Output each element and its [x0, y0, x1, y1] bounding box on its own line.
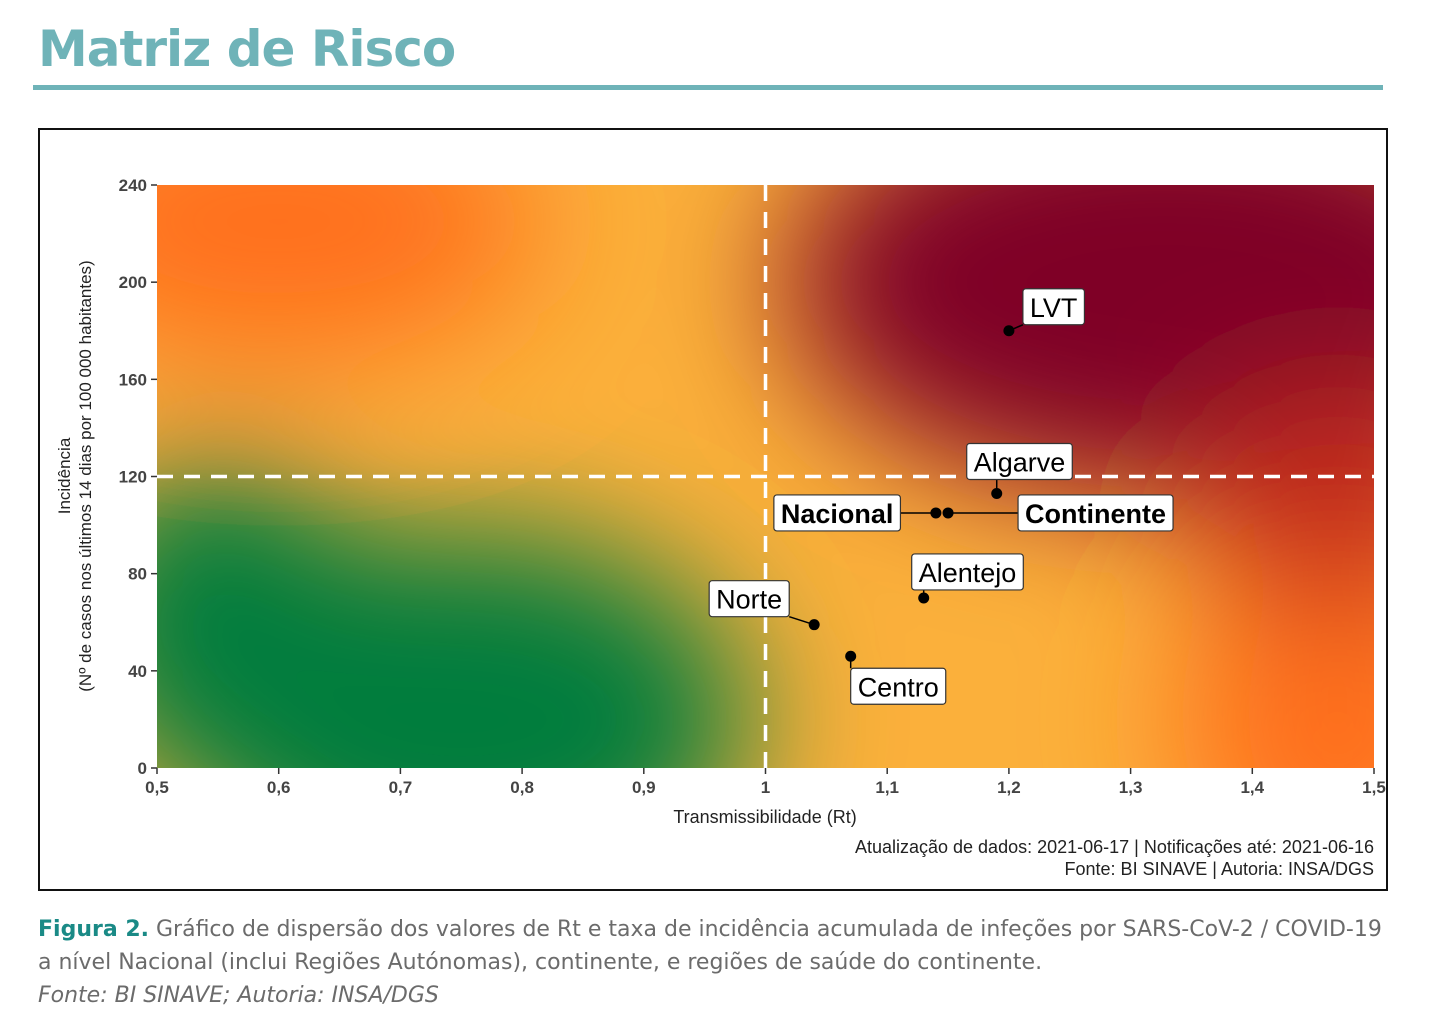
label-box — [966, 442, 1073, 481]
chart-frame: 0,5 0,6 0,7 0,8 0,9 1 1,1 1,2 1,3 1,4 1,5 0 40 80 120 1… — [38, 128, 1388, 891]
risk-blobs — [157, 185, 1374, 768]
reference-lines — [157, 185, 1374, 768]
x-tick-label: 0,5 — [145, 778, 169, 797]
x-tick-label: 1,4 — [1240, 778, 1264, 797]
y-tick-label: 120 — [119, 468, 147, 487]
y-axis-label-line1: Incidência — [55, 437, 74, 514]
high-risk-zone-left — [157, 185, 539, 362]
chart-note-source: Fonte: BI SINAVE | Autoria: INSA/DGS — [1065, 859, 1374, 879]
point-label: LVT — [1030, 293, 1078, 323]
point-label: Nacional — [781, 499, 894, 529]
y-tick-label: 160 — [119, 370, 147, 389]
x-tick-label: 0,9 — [632, 778, 656, 797]
y-tick-label: 240 — [119, 176, 147, 195]
caption-source: Fonte: BI SINAVE; Autoria: INSA/DGS — [38, 983, 439, 1008]
point-label: Alentejo — [919, 558, 1017, 588]
label-leader — [788, 615, 815, 626]
point-label: Norte — [716, 585, 782, 615]
x-tick-label: 0,8 — [510, 778, 534, 797]
point-label: Algarve — [974, 448, 1066, 478]
x-tick-label: 1 — [761, 778, 770, 797]
very-high-risk-zone-edge — [1187, 390, 1374, 611]
point-label: Centro — [858, 672, 939, 702]
label-box — [850, 667, 947, 705]
y-tick-label: 200 — [119, 273, 147, 292]
point-norte — [808, 619, 820, 631]
x-axis-label: Transmissibilidade (Rt) — [673, 807, 856, 827]
point-alentejo — [918, 592, 930, 604]
risk-matrix-chart: 0,5 0,6 0,7 0,8 0,9 1 1,1 1,2 1,3 1,4 1,5 0 40 80 120 1… — [55, 176, 1386, 879]
caption-label: Figura 2. — [38, 917, 149, 942]
x-tick-label: 1,1 — [875, 778, 899, 797]
chart-note-update: Atualização de dados: 2021-06-17 | Notif… — [855, 837, 1374, 857]
very-high-risk-zone — [787, 185, 1374, 493]
point-label: Continente — [1025, 499, 1166, 529]
label-box — [1022, 288, 1086, 326]
data-labels: LVT Algarve Nacional Continente Alentejo Nort… — [708, 288, 1174, 705]
title-divider — [33, 85, 1383, 90]
y-tick-label: 80 — [128, 565, 147, 584]
x-tick-label: 0,6 — [267, 778, 291, 797]
label-box — [708, 580, 790, 618]
page-title: Matriz de Risco — [38, 20, 456, 78]
y-tick-label: 40 — [128, 662, 147, 681]
x-tick-label: 1,2 — [997, 778, 1021, 797]
label-box — [911, 553, 1024, 591]
axes: 0,5 0,6 0,7 0,8 0,9 1 1,1 1,2 1,3 1,4 1,5 0 40 80 120 1… — [119, 176, 1386, 797]
caption-text: Gráfico de dispersão dos valores de Rt e… — [38, 917, 1382, 975]
y-tick-label: 0 — [138, 759, 147, 778]
low-risk-zone-edge — [157, 452, 368, 768]
label-leader — [1008, 324, 1024, 332]
y-axis-label-line2: (Nº de casos nos últimos 14 dias por 100… — [76, 260, 95, 691]
x-tick-label: 0,7 — [389, 778, 413, 797]
label-box — [1017, 494, 1174, 532]
x-tick-label: 1,5 — [1362, 778, 1386, 797]
figure-caption: Figura 2. Gráfico de dispersão dos valor… — [38, 913, 1398, 1012]
label-box — [773, 494, 902, 532]
risk-gradient-background — [157, 185, 1374, 768]
x-tick-label: 1,3 — [1119, 778, 1143, 797]
